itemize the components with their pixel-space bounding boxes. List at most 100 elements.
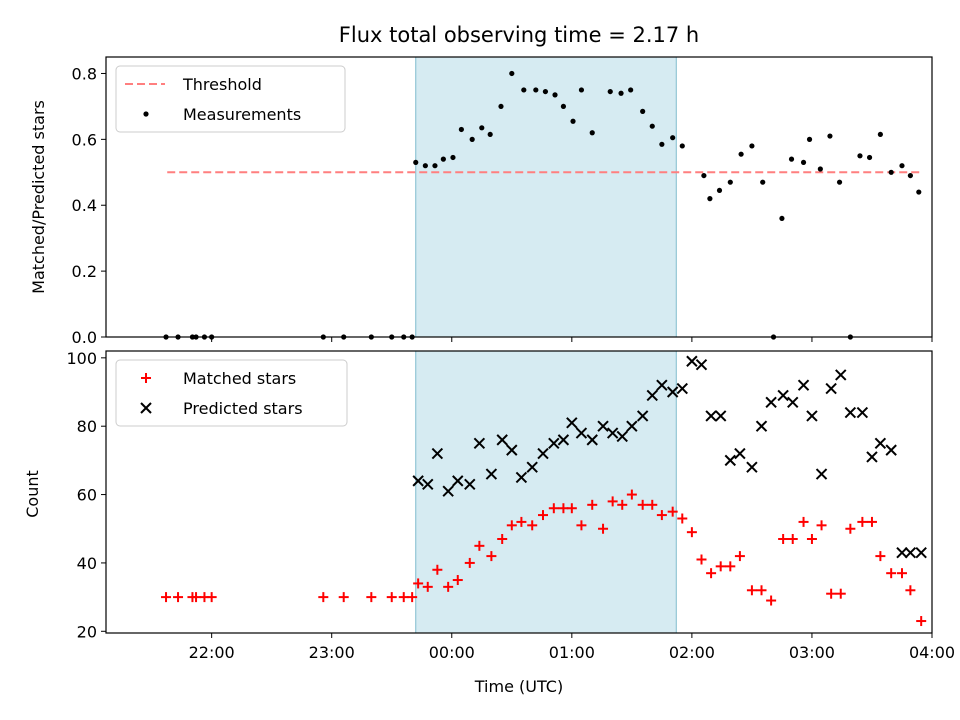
data-point [826, 588, 837, 599]
data-point [646, 389, 658, 402]
x-tick-label: 22:00 [189, 643, 235, 662]
data-point [338, 592, 349, 603]
data-point [766, 595, 777, 606]
data-point [506, 444, 518, 456]
data-point [866, 516, 877, 527]
x-tick-label: 02:00 [669, 643, 715, 662]
data-point [705, 410, 717, 422]
data-point [443, 581, 454, 592]
data-point [542, 88, 549, 95]
observing-window-shading [415, 56, 677, 338]
data-point [640, 108, 646, 114]
legend-measurements-swatch [143, 111, 149, 117]
data-point [398, 592, 409, 603]
plot-frame [105, 350, 933, 634]
data-point [756, 585, 767, 596]
data-point [866, 154, 873, 161]
data-point [656, 510, 667, 521]
data-point [659, 141, 665, 147]
data-point [533, 87, 539, 93]
data-point [816, 520, 827, 531]
data-point [575, 427, 588, 439]
data-point [787, 534, 798, 544]
data-point [626, 489, 637, 500]
data-point [617, 499, 628, 510]
data-point [746, 461, 758, 473]
data-point [885, 444, 897, 456]
series-matched-stars [161, 489, 927, 627]
legend-predicted-swatch [140, 402, 152, 414]
x-tick-label: 01:00 [549, 643, 595, 662]
data-point [570, 118, 576, 124]
data-point [806, 410, 818, 422]
x-tick-label: 04:00 [909, 643, 955, 662]
data-point [464, 557, 475, 568]
x-tick-label: 23:00 [309, 643, 355, 662]
data-point [916, 616, 927, 627]
legend-label: Measurements [183, 105, 301, 124]
data-point [677, 513, 688, 524]
data-point [798, 516, 809, 527]
data-point [649, 123, 655, 129]
y-tick-label: 100 [66, 349, 97, 368]
data-point [206, 592, 217, 603]
data-point [695, 358, 708, 371]
data-point [877, 131, 883, 138]
data-point [526, 461, 538, 473]
data-point [486, 551, 497, 562]
data-point [473, 437, 486, 449]
x-tick-label: 03:00 [789, 643, 835, 662]
data-point [787, 396, 799, 408]
data-point [637, 499, 648, 510]
data-point [626, 420, 638, 432]
data-point [779, 215, 785, 222]
data-point [857, 516, 868, 527]
data-point [825, 382, 837, 395]
data-point [538, 510, 549, 521]
data-point [552, 92, 558, 98]
data-point [836, 179, 843, 185]
data-point [515, 471, 528, 484]
data-point [537, 447, 549, 460]
data-point [835, 588, 846, 599]
data-point [817, 166, 823, 172]
data-point [797, 379, 810, 391]
data-point [636, 410, 649, 422]
data-point [727, 179, 733, 185]
legend-box [115, 359, 348, 427]
data-point [667, 506, 678, 517]
data-point [905, 585, 916, 596]
data-point [835, 369, 847, 381]
data-point [714, 410, 727, 422]
data-point [734, 447, 746, 460]
y-tick-label: 0.4 [72, 196, 97, 215]
data-point [431, 447, 444, 460]
data-point [548, 503, 559, 514]
data-point [509, 70, 515, 77]
data-point [413, 159, 419, 166]
y-tick-label: 40 [77, 554, 97, 573]
data-point [606, 427, 619, 439]
data-point [856, 406, 869, 419]
data-point [628, 87, 634, 93]
data-point [607, 88, 613, 95]
data-point [432, 564, 443, 575]
data-point [598, 523, 609, 534]
data-point [474, 540, 485, 551]
data-point [516, 516, 527, 527]
data-point [800, 159, 807, 166]
data-point [527, 520, 538, 531]
x-axis-label: Time (UTC) [474, 677, 563, 696]
data-point [422, 581, 433, 592]
legend-box [115, 65, 346, 133]
bottom-y-axis-label: Count [23, 470, 42, 518]
y-tick-label: 0.2 [72, 262, 97, 281]
data-point [806, 534, 817, 544]
y-tick-label: 60 [77, 486, 97, 505]
data-point [607, 496, 618, 507]
data-point [450, 154, 456, 161]
data-point [765, 396, 777, 408]
data-point [487, 131, 493, 138]
y-tick-label: 0.0 [72, 328, 97, 347]
